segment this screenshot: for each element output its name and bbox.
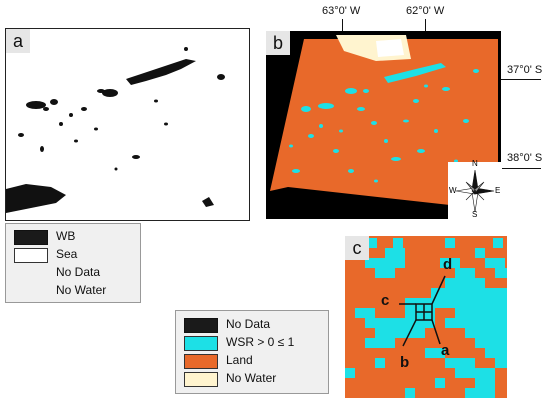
- panel-a-map: a: [5, 28, 250, 221]
- zoom-marker-b: b: [400, 354, 410, 371]
- coord-top-62w: 62°0' W: [406, 5, 445, 17]
- coord-top-63w: 63°0' W: [322, 5, 361, 17]
- tick-right-37s: [501, 79, 541, 80]
- zoom-marker-c: c: [381, 292, 390, 309]
- legend-label-no-data-b: No Data: [226, 317, 271, 331]
- compass-rose: N S W E: [448, 159, 502, 219]
- zoom-marker-a: a: [441, 342, 450, 359]
- tick-right-38s: [501, 168, 541, 169]
- legend-label-no-water: No Water: [56, 283, 107, 297]
- panel-c-map: c a b c d: [345, 236, 507, 398]
- legend-panel-b: No Data WSR > 0 ≤ 1 Land No Water: [175, 310, 329, 394]
- pixel-grid: [345, 238, 507, 398]
- legend-label-sea: Sea: [56, 247, 78, 261]
- panel-a-label: a: [6, 29, 30, 53]
- panel-b-map: b: [266, 31, 501, 219]
- tick-top-63w: [342, 19, 343, 31]
- legend-swatch-no-data: [184, 318, 218, 333]
- legend-swatch-wb: [14, 230, 48, 245]
- panel-b-label: b: [266, 31, 290, 55]
- zoom-marker-d: d: [443, 256, 453, 273]
- legend-swatch-land: [184, 354, 218, 369]
- legend-label-wsr: WSR > 0 ≤ 1: [226, 335, 295, 349]
- legend-label-wb: WB: [56, 229, 76, 243]
- water-body-mask: [6, 47, 225, 213]
- tick-top-62w: [425, 19, 426, 31]
- compass-icon: [455, 169, 495, 213]
- compass-s: S: [472, 210, 478, 219]
- legend-swatch-sea: [14, 248, 48, 263]
- legend-label-no-data: No Data: [56, 265, 101, 279]
- legend-label-no-water-b: No Water: [226, 371, 277, 385]
- legend-label-land: Land: [226, 353, 253, 367]
- compass-w: W: [449, 186, 457, 195]
- compass-e: E: [495, 186, 501, 195]
- classified-scene: [270, 35, 498, 209]
- panel-c-label: c: [345, 236, 369, 260]
- legend-panel-a: WB Sea No Data No Water: [5, 223, 141, 303]
- legend-swatch-wsr: [184, 336, 218, 351]
- coord-right-37s: 37°0' S: [507, 64, 543, 76]
- legend-swatch-no-water: [184, 372, 218, 387]
- coord-right-38s: 38°0' S: [507, 152, 543, 164]
- compass-n: N: [472, 159, 478, 168]
